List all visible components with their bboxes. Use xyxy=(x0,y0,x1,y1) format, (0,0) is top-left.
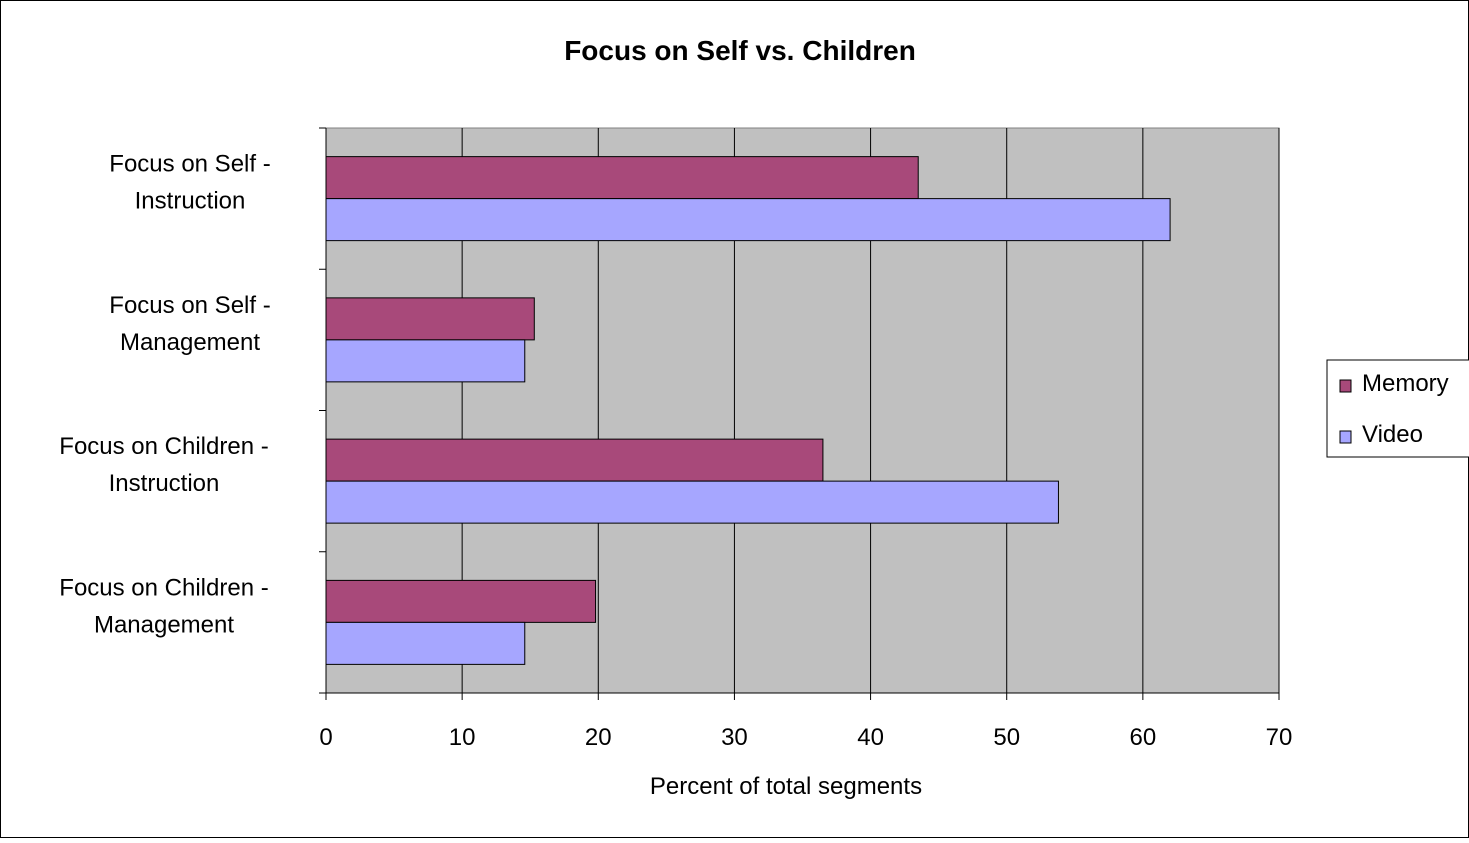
chart-title: Focus on Self vs. Children xyxy=(564,35,916,66)
y-category-label: Focus on Children - Management xyxy=(59,574,268,638)
legend-swatch-memory xyxy=(1339,379,1352,393)
x-tick-label: 0 xyxy=(319,724,332,751)
y-category-label: Focus on Self - Management xyxy=(109,292,270,356)
y-category-label-line: Management xyxy=(94,611,234,638)
legend-swatch-video xyxy=(1339,430,1352,444)
x-tick-label: 40 xyxy=(857,724,884,751)
legend-label-memory: Memory xyxy=(1362,370,1449,397)
y-category-label: Focus on Self - Instruction xyxy=(109,151,270,215)
x-tick-label: 50 xyxy=(993,724,1020,751)
x-axis-label: Percent of total segments xyxy=(650,773,922,800)
bar-video-3 xyxy=(325,480,1059,524)
bar-video-2 xyxy=(325,339,526,383)
x-tick-label: 30 xyxy=(721,724,748,751)
y-category-label-line: Focus on Self - xyxy=(109,292,270,319)
y-category-label-line: Focus on Self - xyxy=(109,151,270,178)
y-category-label-line: Focus on Children - xyxy=(59,433,268,460)
legend-label-video: Video xyxy=(1362,421,1423,448)
y-category-label-line: Instruction xyxy=(135,188,246,215)
y-category-label-line: Instruction xyxy=(109,470,220,497)
bar-video-1 xyxy=(325,198,1171,242)
x-tick-label: 10 xyxy=(449,724,476,751)
x-tick-label: 20 xyxy=(585,724,612,751)
bar-memory-4 xyxy=(325,579,597,623)
bar-memory-2 xyxy=(325,297,535,341)
x-tick-label: 60 xyxy=(1130,724,1157,751)
x-tick-label: 70 xyxy=(1266,724,1293,751)
bar-video-4 xyxy=(325,621,526,665)
y-category-label-line: Management xyxy=(120,329,260,356)
y-category-label: Focus on Children - Instruction xyxy=(59,433,268,497)
y-category-label-line: Focus on Children - xyxy=(59,574,268,601)
bar-memory-3 xyxy=(325,438,824,482)
bar-memory-1 xyxy=(325,156,919,200)
